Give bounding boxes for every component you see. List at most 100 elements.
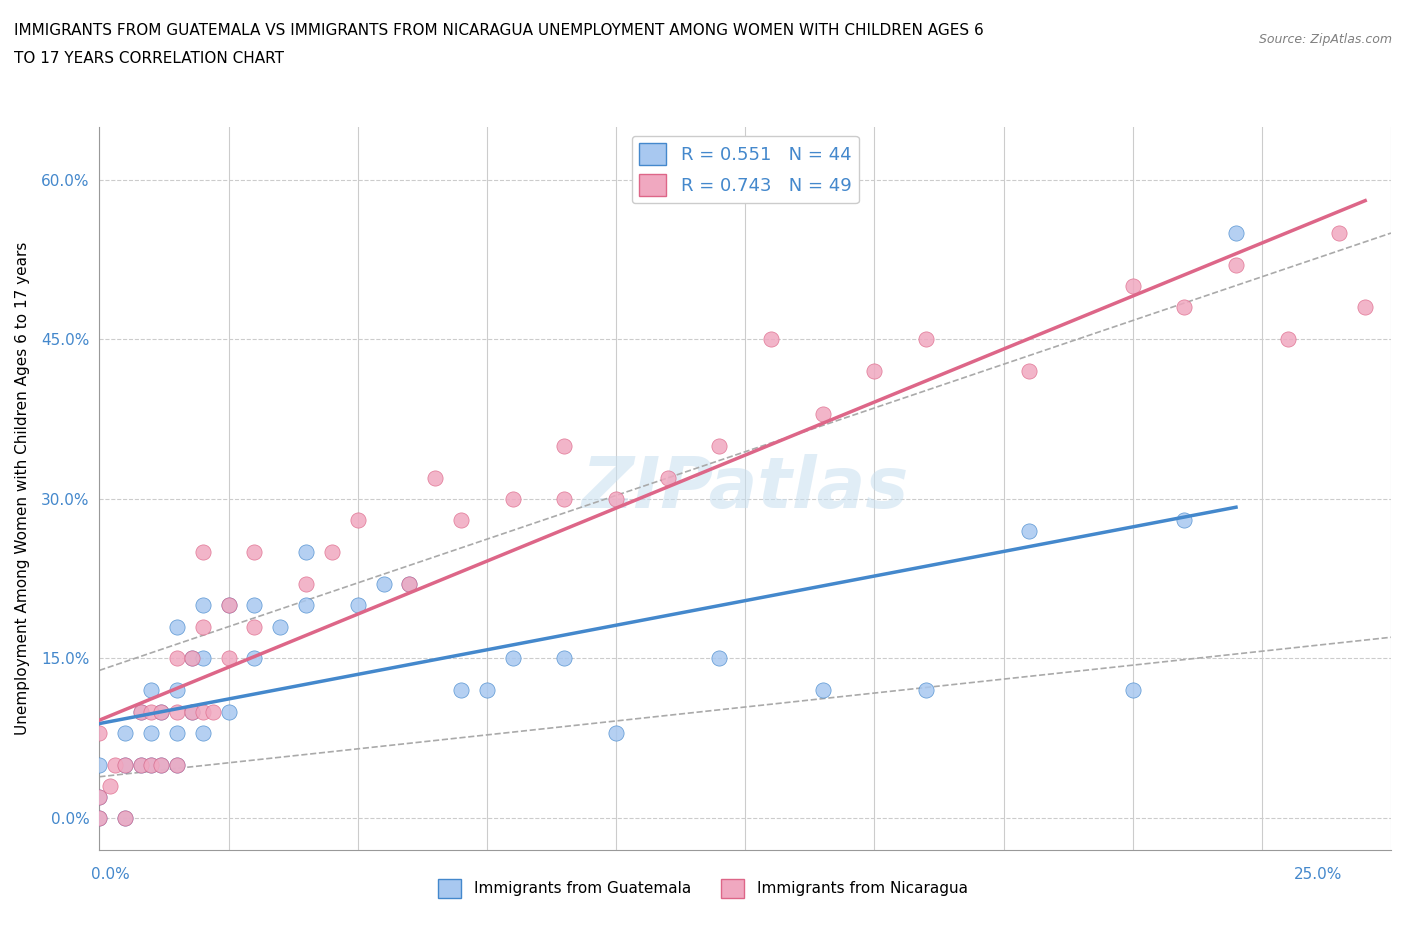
Point: [1225, 226, 1247, 241]
Point: [1018, 524, 1040, 538]
Point: [709, 438, 731, 453]
Point: [181, 651, 204, 666]
Text: IMMIGRANTS FROM GUATEMALA VS IMMIGRANTS FROM NICARAGUA UNEMPLOYMENT AMONG WOMEN : IMMIGRANTS FROM GUATEMALA VS IMMIGRANTS …: [14, 23, 984, 38]
Point: [114, 811, 136, 826]
Point: [139, 757, 162, 772]
Point: [863, 364, 886, 379]
Point: [811, 406, 834, 421]
Point: [150, 757, 173, 772]
Point: [321, 545, 343, 560]
Point: [98, 778, 121, 793]
Point: [450, 683, 472, 698]
Point: [181, 651, 204, 666]
Point: [1018, 364, 1040, 379]
Point: [218, 598, 240, 613]
Point: [553, 438, 575, 453]
Point: [114, 757, 136, 772]
Point: [129, 757, 152, 772]
Point: [166, 619, 188, 634]
Point: [191, 651, 214, 666]
Point: [709, 651, 731, 666]
Point: [475, 683, 498, 698]
Point: [398, 577, 420, 591]
Point: [1225, 258, 1247, 272]
Point: [346, 598, 368, 613]
Point: [1277, 332, 1299, 347]
Point: [139, 757, 162, 772]
Point: [114, 725, 136, 740]
Point: [181, 704, 204, 719]
Point: [425, 471, 447, 485]
Legend: Immigrants from Guatemala, Immigrants from Nicaragua: Immigrants from Guatemala, Immigrants fr…: [433, 873, 973, 904]
Legend: R = 0.551   N = 44, R = 0.743   N = 49: R = 0.551 N = 44, R = 0.743 N = 49: [631, 136, 859, 203]
Point: [89, 811, 111, 826]
Point: [1354, 300, 1376, 315]
Point: [201, 704, 224, 719]
Point: [605, 491, 627, 506]
Point: [218, 651, 240, 666]
Point: [89, 811, 111, 826]
Point: [243, 619, 266, 634]
Text: ZIPatlas: ZIPatlas: [582, 454, 908, 523]
Point: [166, 683, 188, 698]
Point: [139, 704, 162, 719]
Point: [295, 577, 318, 591]
Point: [139, 725, 162, 740]
Point: [657, 471, 679, 485]
Point: [502, 651, 524, 666]
Point: [218, 598, 240, 613]
Point: [89, 790, 111, 804]
Point: [166, 704, 188, 719]
Point: [150, 704, 173, 719]
Y-axis label: Unemployment Among Women with Children Ages 6 to 17 years: Unemployment Among Women with Children A…: [15, 242, 30, 735]
Point: [150, 757, 173, 772]
Point: [373, 577, 395, 591]
Point: [502, 491, 524, 506]
Point: [295, 598, 318, 613]
Point: [191, 545, 214, 560]
Point: [139, 683, 162, 698]
Point: [191, 619, 214, 634]
Point: [553, 651, 575, 666]
Point: [129, 704, 152, 719]
Point: [398, 577, 420, 591]
Point: [243, 545, 266, 560]
Point: [1122, 683, 1144, 698]
Point: [114, 757, 136, 772]
Point: [605, 725, 627, 740]
Point: [1173, 300, 1195, 315]
Point: [166, 725, 188, 740]
Point: [191, 704, 214, 719]
Point: [295, 545, 318, 560]
Point: [166, 757, 188, 772]
Text: 0.0%: 0.0%: [91, 867, 131, 882]
Point: [1173, 512, 1195, 527]
Point: [89, 790, 111, 804]
Point: [243, 651, 266, 666]
Point: [811, 683, 834, 698]
Point: [1329, 226, 1351, 241]
Point: [450, 512, 472, 527]
Text: 25.0%: 25.0%: [1295, 867, 1343, 882]
Text: TO 17 YEARS CORRELATION CHART: TO 17 YEARS CORRELATION CHART: [14, 51, 284, 66]
Point: [114, 811, 136, 826]
Point: [129, 757, 152, 772]
Point: [129, 704, 152, 719]
Point: [166, 757, 188, 772]
Point: [915, 332, 938, 347]
Point: [553, 491, 575, 506]
Point: [1122, 279, 1144, 294]
Point: [89, 725, 111, 740]
Point: [243, 598, 266, 613]
Point: [346, 512, 368, 527]
Point: [89, 757, 111, 772]
Point: [104, 757, 127, 772]
Point: [191, 598, 214, 613]
Point: [191, 725, 214, 740]
Text: Source: ZipAtlas.com: Source: ZipAtlas.com: [1258, 33, 1392, 46]
Point: [759, 332, 782, 347]
Point: [181, 704, 204, 719]
Point: [269, 619, 291, 634]
Point: [915, 683, 938, 698]
Point: [218, 704, 240, 719]
